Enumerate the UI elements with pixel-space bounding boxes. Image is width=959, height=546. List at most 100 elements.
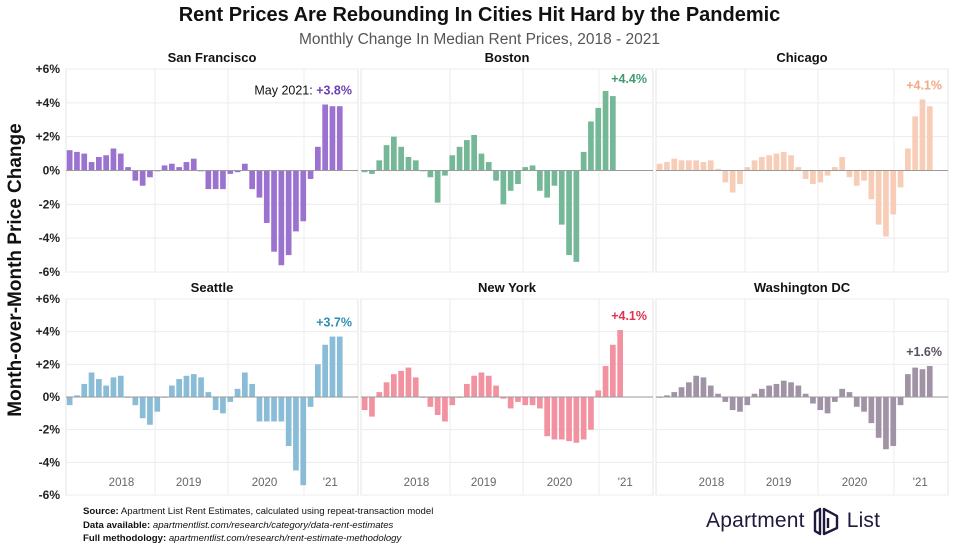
san-francisco-bar <box>293 170 299 232</box>
new-york-bar <box>361 397 368 411</box>
chicago-bar <box>926 106 933 171</box>
boston-bar <box>602 90 609 171</box>
chicago-bar <box>802 170 809 179</box>
seattle-bar <box>249 383 255 397</box>
new-york-bar <box>405 367 412 397</box>
chicago-bar <box>839 156 845 171</box>
new-york-bar <box>588 397 594 430</box>
boston-bar <box>595 107 602 171</box>
source-notes: Source: Apartment List Rent Estimates, c… <box>83 505 433 546</box>
san-francisco-bar <box>66 150 73 171</box>
boston-bar <box>522 167 529 171</box>
washington-dc-bar <box>671 392 678 397</box>
washington-dc-x-tick: 2019 <box>766 477 792 489</box>
new-york-bar <box>485 375 492 397</box>
chicago-bar <box>693 160 699 171</box>
chicago-bar <box>868 170 875 200</box>
san-francisco-bar <box>249 170 255 190</box>
new-york-bar <box>515 397 521 402</box>
new-york-bar <box>544 397 550 437</box>
chicago-bar <box>744 167 751 171</box>
san-francisco-bar <box>81 153 88 171</box>
san-francisco-bar <box>139 170 146 186</box>
boston-bar <box>485 162 492 171</box>
seattle-bar <box>117 375 124 397</box>
chicago-bar <box>919 99 926 171</box>
new-york-bar <box>537 397 543 409</box>
chicago-bar <box>875 170 882 225</box>
boston-bar <box>405 156 412 171</box>
washington-dc-bar <box>861 397 867 412</box>
washington-dc-bar <box>737 397 743 412</box>
seattle-bar <box>147 397 153 425</box>
seattle-y-tick: -4% <box>39 455 61 469</box>
washington-dc-bar <box>707 385 714 397</box>
washington-dc-x-tick: 2020 <box>842 477 868 489</box>
chicago-bar <box>810 170 816 185</box>
washington-dc-bar <box>759 388 765 397</box>
seattle-bar <box>234 388 241 397</box>
boston-bar <box>551 170 558 186</box>
apartment-list-logo-icon <box>813 507 838 536</box>
washington-dc-bar <box>905 374 911 397</box>
new-york-bar <box>566 397 572 442</box>
new-york-bar <box>383 382 390 397</box>
seattle-bar <box>183 375 190 397</box>
chicago-bar <box>722 170 729 183</box>
boston-bar <box>376 160 383 171</box>
seattle-x-tick: 2019 <box>176 477 202 489</box>
seattle-bar <box>220 397 226 414</box>
san-francisco-bar <box>300 170 307 222</box>
san-francisco-y-tick: +4% <box>36 96 61 110</box>
washington-dc-bar <box>919 369 926 397</box>
new-york-bar <box>376 392 383 397</box>
seattle-bar <box>285 397 292 446</box>
chicago-bar <box>656 163 663 171</box>
chicago-bar <box>671 158 678 171</box>
boston-bar <box>383 145 390 171</box>
seattle-x-tick: '21 <box>323 477 338 489</box>
new-york-bar <box>442 397 448 422</box>
boston-bar <box>537 170 543 191</box>
boston-bar <box>573 170 580 262</box>
washington-dc-bar <box>664 395 670 397</box>
new-york-bar <box>500 397 507 399</box>
washington-dc-bar <box>926 365 933 397</box>
chicago-bar <box>686 160 692 171</box>
new-york-bar <box>493 385 499 397</box>
washington-dc-bar <box>824 397 831 414</box>
seattle-y-tick: -6% <box>39 488 61 500</box>
san-francisco-bar <box>169 163 175 171</box>
seattle-bar <box>256 397 263 422</box>
new-york-bar <box>369 397 375 417</box>
san-francisco-bar <box>234 170 241 173</box>
seattle-panel-title: Seattle <box>191 280 234 295</box>
washington-dc-bar <box>766 385 772 397</box>
seattle-y-tick: 0% <box>43 390 61 404</box>
seattle-bar <box>205 392 212 397</box>
boston-bar <box>478 153 485 171</box>
seattle-bar <box>293 397 299 471</box>
chicago-bar <box>759 156 765 171</box>
san-francisco-y-tick: -4% <box>39 231 61 245</box>
san-francisco-y-tick: -2% <box>39 197 61 211</box>
washington-dc-bar <box>846 392 853 397</box>
washington-dc-bar <box>678 387 685 397</box>
seattle-y-tick: +2% <box>36 357 61 371</box>
boston-bar <box>529 165 536 171</box>
new-york-bar <box>602 365 609 397</box>
new-york-bar <box>449 397 456 406</box>
washington-dc-bar <box>744 397 751 406</box>
seattle-annotation: +3.7% <box>316 316 352 330</box>
seattle-bar <box>176 379 182 397</box>
washington-dc-bar <box>875 397 882 438</box>
chicago-bar <box>883 170 889 237</box>
washington-dc-bar <box>817 397 824 411</box>
seattle-bar <box>88 372 95 397</box>
boston-bar <box>442 170 448 176</box>
new-york-bar <box>507 397 514 409</box>
boston-bar <box>361 170 368 173</box>
washington-dc-x-tick: 2018 <box>699 477 725 489</box>
chicago-annotation: +4.1% <box>906 78 942 92</box>
seattle-bar <box>271 397 277 422</box>
